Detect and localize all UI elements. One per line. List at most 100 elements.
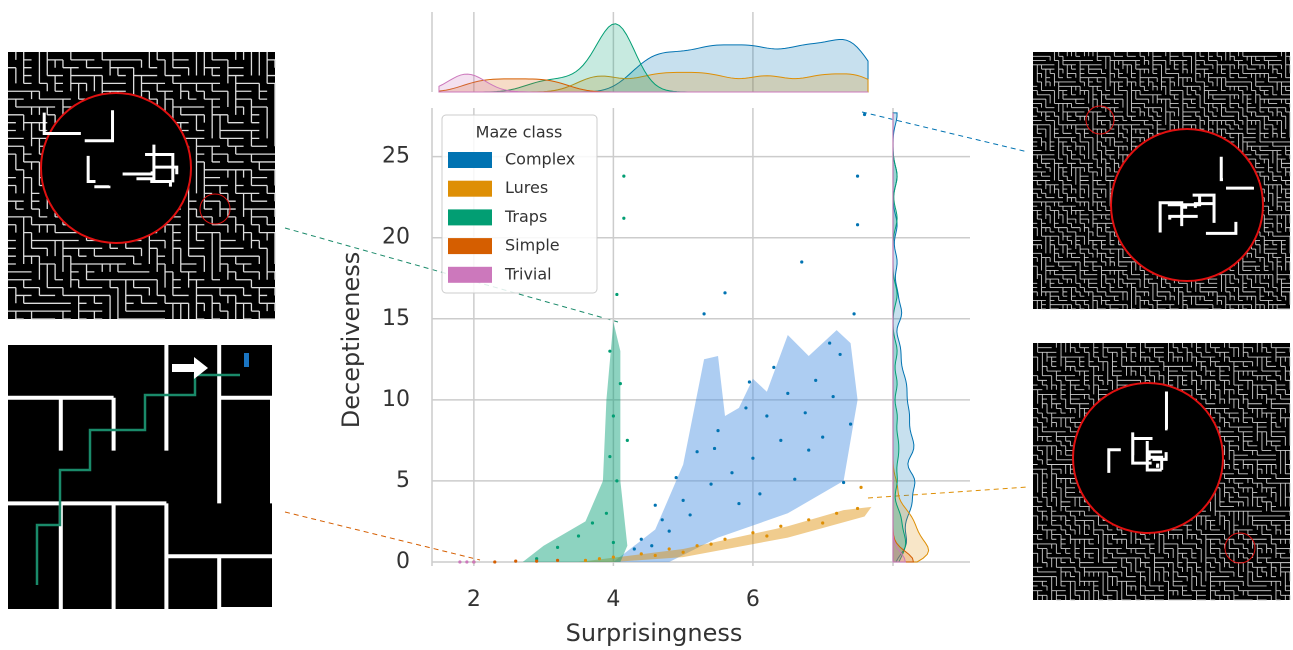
lens-walls: [42, 110, 179, 189]
point: [639, 537, 643, 541]
point: [765, 414, 769, 418]
point: [814, 378, 818, 382]
point: [681, 498, 685, 502]
point: [618, 382, 622, 386]
marginal-y: [892, 112, 906, 563]
lens: [40, 92, 192, 244]
point: [653, 553, 657, 558]
plot: 2 4 6 0 5 10 15 20 25 Maze class Complex Lures Traps…: [382, 12, 970, 612]
point: [723, 291, 727, 295]
goal-flag: [244, 353, 249, 367]
point: [622, 174, 626, 178]
point: [695, 544, 699, 548]
point: [472, 560, 476, 564]
lens-source: [1224, 532, 1256, 564]
point: [821, 521, 825, 525]
point: [639, 552, 643, 556]
point: [597, 557, 602, 561]
point: [608, 454, 612, 459]
point: [747, 380, 752, 384]
connector: [867, 486, 1029, 499]
legend-swatch: [448, 180, 492, 197]
point: [653, 503, 657, 507]
point: [615, 292, 619, 297]
point: [859, 485, 863, 489]
point: [842, 480, 846, 485]
legend-swatch: [448, 238, 492, 255]
point: [786, 391, 790, 395]
point: [702, 312, 706, 316]
point: [611, 555, 615, 559]
point: [737, 501, 741, 506]
agent-arrow: [172, 357, 208, 379]
lens-walls: [1107, 391, 1168, 473]
point: [674, 476, 678, 480]
connector: [861, 111, 1029, 153]
x-tick-label: 6: [746, 587, 760, 612]
point: [855, 506, 860, 511]
x-tick-label: 2: [467, 587, 481, 612]
point: [650, 544, 654, 548]
point: [611, 414, 615, 418]
legend-swatch: [448, 209, 492, 226]
x-tick-label: 4: [606, 587, 620, 612]
y-tick-label: 0: [396, 549, 410, 574]
point: [604, 511, 609, 515]
y-tick-label: 5: [396, 468, 410, 493]
point: [779, 438, 783, 442]
point: [622, 216, 626, 220]
point: [723, 537, 727, 541]
y-tick-label: 25: [382, 144, 410, 169]
maze-panels: [8, 52, 1291, 611]
point: [576, 534, 581, 538]
point: [793, 477, 797, 481]
point: [779, 524, 783, 528]
legend-label: Traps: [504, 207, 547, 226]
legend-swatch: [448, 266, 492, 283]
point: [730, 471, 734, 475]
density-region: [522, 322, 628, 562]
point: [862, 112, 867, 117]
legend-label: Trivial: [504, 264, 552, 283]
legend-label: Simple: [505, 236, 560, 255]
lens-source: [199, 193, 231, 225]
point: [765, 534, 769, 538]
point: [772, 365, 776, 369]
point: [667, 547, 671, 551]
point: [821, 435, 825, 439]
point: [751, 456, 755, 460]
maze-path: [35, 373, 240, 585]
lens-walls: [1158, 156, 1254, 235]
marginal-x: [438, 73, 869, 93]
maze-walls: [8, 345, 274, 611]
point: [535, 559, 539, 563]
point: [807, 518, 811, 522]
point: [807, 448, 811, 452]
density-region: [613, 330, 858, 562]
y-tick-label: 20: [382, 225, 410, 250]
point: [611, 540, 615, 545]
point: [535, 557, 539, 561]
point: [852, 312, 856, 316]
point: [583, 558, 588, 562]
point: [695, 450, 699, 454]
point: [615, 479, 619, 483]
point: [590, 521, 595, 525]
point: [835, 511, 839, 515]
y-axis-label: Deceptiveness: [337, 252, 365, 428]
point: [709, 482, 713, 486]
point: [744, 406, 748, 410]
point: [681, 550, 685, 554]
point: [758, 492, 762, 496]
point: [716, 429, 720, 433]
point: [855, 223, 860, 227]
point: [458, 560, 462, 564]
point: [855, 174, 860, 178]
density-region: [578, 506, 872, 562]
point: [800, 260, 804, 264]
lens-source: [1085, 105, 1115, 135]
legend-label: Lures: [505, 178, 548, 197]
x-axis-label: Surprisingness: [566, 619, 743, 647]
point: [803, 411, 807, 415]
